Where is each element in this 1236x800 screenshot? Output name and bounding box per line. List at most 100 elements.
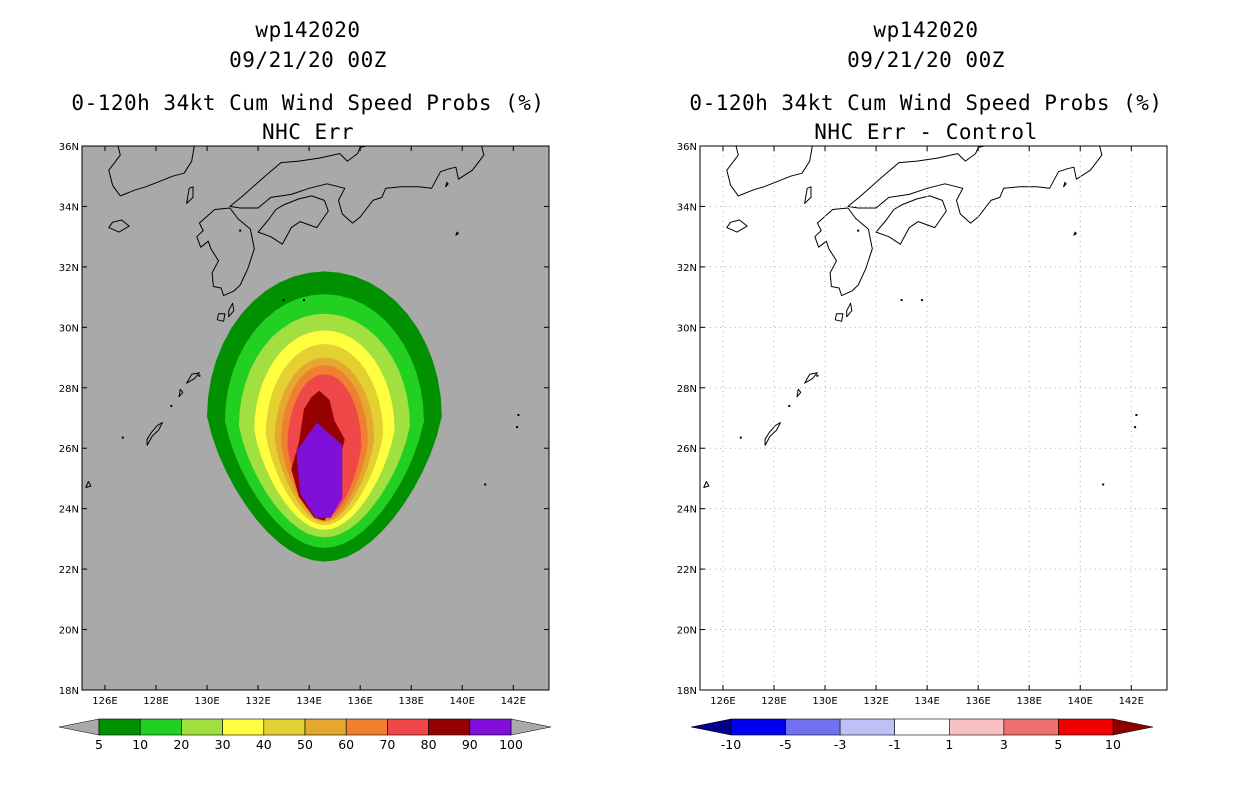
- small-island: [788, 404, 791, 407]
- colorbar-swatch: [948, 718, 1005, 736]
- lon-label: 142E: [1119, 696, 1144, 707]
- small-island: [1134, 426, 1137, 429]
- colorbar-tick-label: 40: [256, 737, 272, 752]
- lon-label: 126E: [92, 696, 117, 707]
- coastline: [846, 302, 853, 318]
- coastline: [186, 372, 200, 384]
- small-island: [517, 414, 520, 416]
- lat-label: 26N: [677, 444, 697, 455]
- colorbar-tick-label: 20: [173, 737, 189, 752]
- colorbar-under-triangle: [690, 718, 732, 736]
- small-island: [1135, 414, 1138, 416]
- coastline: [814, 207, 873, 297]
- lon-label: 126E: [710, 696, 735, 707]
- colorbar-swatch: [1058, 718, 1114, 736]
- coastline: [1063, 181, 1067, 188]
- colorbar-tick-label: 10: [132, 737, 148, 752]
- left-product-title: 0-120h 34kt Cum Wind Speed Probs (%): [71, 91, 545, 115]
- right-plot-frame: [699, 145, 1168, 691]
- colorbar-tick-label: 50: [297, 737, 313, 752]
- coastline: [726, 146, 813, 197]
- lon-label: 140E: [1068, 696, 1093, 707]
- colorbar-tick-label: 30: [215, 737, 231, 752]
- lon-label: 134E: [296, 696, 321, 707]
- colorbar-tick-label: 80: [421, 737, 437, 752]
- coastline: [804, 372, 818, 384]
- right-colorbar: -10 -5 -3 -1 1 3 5 10: [690, 718, 1154, 752]
- coastline: [108, 146, 195, 197]
- coastline: [703, 481, 710, 488]
- colorbar-swatch: [730, 718, 786, 736]
- coastline: [229, 146, 485, 224]
- colorbar-tick-label: 60: [338, 737, 354, 752]
- lat-label: 28N: [677, 384, 697, 395]
- small-island: [816, 374, 819, 377]
- left-storm-id: wp142020: [255, 18, 361, 42]
- colorbar-swatch: [345, 718, 388, 736]
- right-coastlines: [703, 146, 1138, 488]
- colorbar-swatch: [1003, 718, 1059, 736]
- small-island: [1102, 483, 1105, 486]
- colorbar-swatch: [428, 718, 471, 736]
- colorbar-tick-label: 70: [379, 737, 395, 752]
- lon-label: 130E: [812, 696, 837, 707]
- small-island: [857, 229, 860, 232]
- colorbar-tick-label: 5: [95, 737, 103, 752]
- right-map-panel: 126E 128E 130E 132E 134E 136E 138E 140E 142E 18N 2…: [677, 142, 1168, 752]
- coastline: [228, 302, 235, 318]
- colorbar-swatch: [469, 718, 512, 736]
- lat-label: 32N: [677, 263, 697, 274]
- lat-label: 24N: [59, 505, 79, 516]
- small-island: [170, 404, 173, 407]
- coastline: [216, 313, 226, 322]
- lat-label: 18N: [677, 686, 697, 697]
- lat-label: 30N: [677, 323, 697, 334]
- coastline: [257, 195, 329, 245]
- lon-label: 136E: [965, 696, 990, 707]
- left-datetime: 09/21/20 00Z: [229, 48, 387, 72]
- prob-contour-90-100: [296, 422, 343, 518]
- colorbar-swatch: [181, 718, 223, 736]
- left-plot-frame: [81, 145, 550, 691]
- right-subtitle: NHC Err - Control: [814, 120, 1038, 144]
- lat-label: 36N: [59, 142, 79, 153]
- coastline: [85, 481, 92, 488]
- colorbar-swatch: [894, 718, 950, 736]
- lat-label: 34N: [677, 202, 697, 213]
- colorbar-tick-label: 1: [945, 737, 953, 752]
- small-island: [303, 299, 305, 302]
- lat-label: 32N: [59, 263, 79, 274]
- colorbar-tick-label: -5: [779, 737, 791, 752]
- colorbar-tick-label: 3: [1000, 737, 1008, 752]
- lat-label: 36N: [677, 142, 697, 153]
- colorbar-swatch: [785, 718, 841, 736]
- colorbar-over-triangle: [1112, 718, 1154, 736]
- left-subtitle: NHC Err: [261, 120, 354, 144]
- lon-label: 134E: [914, 696, 939, 707]
- left-colorbar: 5 10 20 30 40 50 60 70 80 90 100: [58, 718, 552, 752]
- lon-label: 142E: [501, 696, 526, 707]
- lat-label: 22N: [677, 565, 697, 576]
- coastline: [178, 388, 184, 398]
- lat-label: 20N: [677, 626, 697, 637]
- coastline: [764, 422, 781, 446]
- small-island: [900, 299, 903, 302]
- lat-label: 34N: [59, 202, 79, 213]
- small-island: [739, 436, 742, 439]
- lon-label: 140E: [450, 696, 475, 707]
- small-island: [484, 483, 487, 486]
- coastline: [186, 186, 194, 204]
- colorbar-over-triangle: [510, 718, 552, 736]
- colorbar-tick-label: -3: [834, 737, 846, 752]
- right-product-title: 0-120h 34kt Cum Wind Speed Probs (%): [689, 91, 1163, 115]
- right-gridlines: [700, 145, 1167, 691]
- lon-label: 138E: [1016, 696, 1041, 707]
- coastline: [796, 388, 802, 398]
- colorbar-swatch: [387, 718, 429, 736]
- coastline: [875, 195, 947, 245]
- colorbar-swatch: [263, 718, 306, 736]
- colorbar-under-triangle: [58, 718, 100, 736]
- lat-label: 24N: [677, 505, 697, 516]
- colorbar-tick-label: 90: [462, 737, 478, 752]
- lon-label: 128E: [761, 696, 786, 707]
